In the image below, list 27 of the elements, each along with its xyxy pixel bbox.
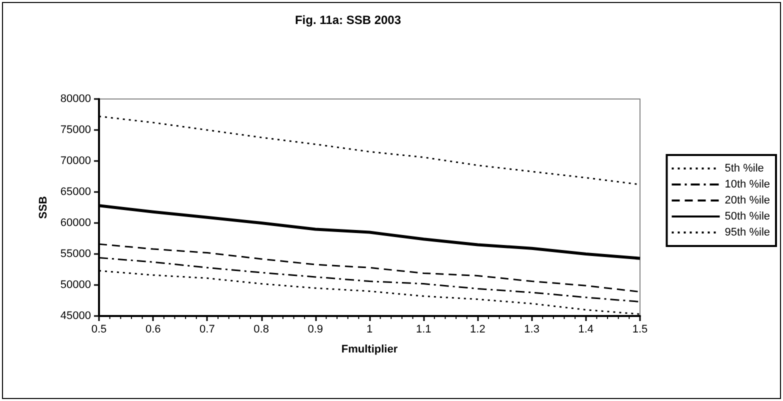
y-tick-label: 75000: [60, 124, 91, 136]
x-tick-label: 1.4: [578, 324, 594, 336]
legend-label: 5th %ile: [724, 162, 764, 174]
x-tick-label: 1.3: [524, 324, 540, 336]
chart-title: Fig. 11a: SSB 2003: [294, 13, 402, 27]
y-tick-label: 60000: [60, 217, 91, 229]
x-axis-title: Fmultiplier: [341, 344, 398, 356]
legend-label: 10th %ile: [724, 178, 770, 190]
legend-label: 20th %ile: [724, 194, 770, 206]
x-tick-label: 0.5: [91, 324, 107, 336]
y-axis-title: SSB: [38, 196, 50, 219]
x-tick-label: 0.6: [145, 324, 161, 336]
x-tick-label: 1: [366, 324, 373, 336]
y-tick-label: 50000: [60, 279, 91, 291]
x-tick-label: 0.9: [308, 324, 324, 336]
x-tick-label: 0.8: [254, 324, 269, 336]
y-tick-label: 45000: [60, 310, 91, 322]
legend-label: 50th %ile: [724, 210, 770, 222]
y-tick-label: 65000: [60, 186, 91, 198]
x-tick-label: 0.7: [200, 324, 215, 336]
y-tick-label: 55000: [60, 248, 91, 260]
y-tick-label: 70000: [60, 155, 91, 167]
y-tick-label: 80000: [60, 93, 91, 105]
x-tick-label: 1.2: [470, 324, 486, 336]
x-tick-label: 1.1: [416, 324, 432, 336]
x-tick-label: 1.5: [632, 324, 648, 336]
legend-label: 95th %ile: [724, 226, 770, 238]
